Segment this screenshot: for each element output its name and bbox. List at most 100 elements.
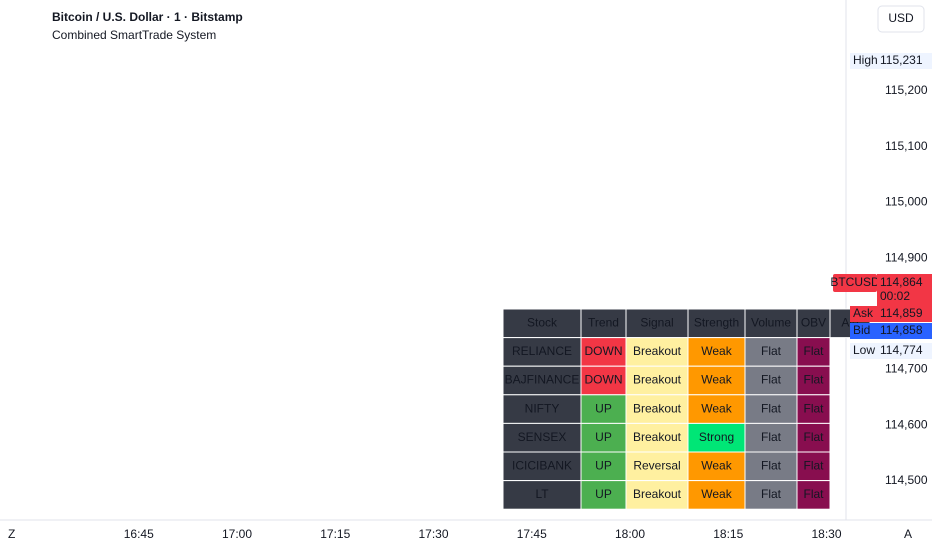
- y-tick-label: 115,000: [885, 195, 928, 209]
- table-cell-text: DOWN: [585, 344, 623, 358]
- table-cell-text: ICICIBANK: [512, 458, 572, 472]
- price-axis: 115,200 115,100 115,000 114,900 114,700 114,6…: [830, 53, 932, 487]
- bid-label-box: [850, 323, 932, 339]
- table-cell: [796, 480, 831, 510]
- low-label-value: 114,774: [880, 343, 923, 357]
- table-cell-text: Flat: [761, 344, 782, 358]
- table-cell: [625, 480, 689, 510]
- table-cell-text: SENSEX: [518, 430, 567, 444]
- bid-label-name: Bid: [853, 323, 870, 337]
- table-cell-text: Flat: [803, 458, 824, 472]
- table-cell: [502, 365, 582, 396]
- y-tick-label: 115,100: [885, 139, 928, 153]
- table-header: Trend: [588, 315, 619, 329]
- table-cell: [580, 480, 627, 510]
- table-cell: [625, 394, 689, 424]
- low-label-name: Low: [853, 343, 875, 357]
- table-cell-text: Flat: [803, 401, 824, 415]
- ask-label-value: 114,859: [880, 306, 923, 320]
- table-header: Strength: [694, 315, 739, 329]
- high-label-box: [850, 53, 932, 69]
- table-cell-text: BAJFINANCE: [505, 373, 580, 387]
- symbol-name: BTCUSD: [830, 275, 880, 289]
- last-price-box: [877, 274, 932, 306]
- table-cell: [744, 365, 798, 396]
- high-label-value: 115,231: [880, 53, 923, 67]
- table-cell-text: Flat: [803, 430, 824, 444]
- x-tick-label: 17:15: [320, 527, 350, 541]
- table-header: Volume: [751, 315, 791, 329]
- x-tick-label: 17:45: [517, 527, 547, 541]
- table-cell-text: Breakout: [633, 373, 682, 387]
- screener-table: Stock Trend Signal Strength Volume OBV AleRELI…: [502, 308, 871, 510]
- table-cell-text: NIFTY: [525, 401, 560, 415]
- table-cell: [796, 394, 831, 424]
- table-cell-text: Flat: [803, 487, 824, 501]
- table-cell: [502, 480, 582, 510]
- chart-title: Bitcoin / U.S. Dollar · 1 · Bitstamp: [52, 10, 243, 24]
- table-cell: [502, 394, 582, 424]
- table-cell-text: Breakout: [633, 401, 682, 415]
- auto-scale-button[interactable]: A: [904, 527, 912, 541]
- table-cell-text: UP: [595, 401, 612, 415]
- table-cell: [580, 365, 627, 396]
- table-cell-text: Weak: [701, 373, 732, 387]
- table-cell-text: Breakout: [633, 344, 682, 358]
- table-cell: [744, 422, 798, 453]
- x-tick-label: 17:30: [418, 527, 448, 541]
- table-header: Stock: [527, 315, 558, 329]
- table-cell: [744, 337, 798, 367]
- y-tick-label: 114,700: [885, 362, 928, 376]
- table-cell-text: Weak: [701, 487, 732, 501]
- table-cell-text: RELIANCE: [512, 344, 572, 358]
- table-cell-text: Breakout: [633, 487, 682, 501]
- table-cell: [744, 480, 798, 510]
- y-tick-label: 114,900: [885, 250, 928, 264]
- table-cell-text: Weak: [701, 344, 732, 358]
- table-cell-text: Weak: [701, 401, 732, 415]
- table-cell-text: LT: [535, 487, 549, 501]
- y-tick-label: 115,200: [885, 83, 928, 97]
- table-cell: [502, 337, 582, 367]
- currency-button[interactable]: [877, 5, 925, 33]
- table-cell: [625, 365, 689, 396]
- table-header-cell: [744, 308, 798, 339]
- high-label-name: High: [853, 53, 878, 67]
- table-cell: [687, 394, 746, 424]
- x-tick-label: 18:30: [811, 527, 841, 541]
- table-header: Signal: [640, 315, 673, 329]
- x-tick-label: 16:45: [124, 527, 154, 541]
- table-cell: [796, 451, 831, 482]
- table-cell: [687, 365, 746, 396]
- table-cell-text: Flat: [761, 458, 782, 472]
- y-tick-label: 114,500: [885, 473, 928, 487]
- table-cell-text: Weak: [701, 458, 732, 472]
- ask-label-name: Ask: [853, 306, 874, 320]
- table-cell: [744, 451, 798, 482]
- table-cell: [625, 337, 689, 367]
- table-cell-text: Flat: [761, 373, 782, 387]
- table-cell-text: UP: [595, 458, 612, 472]
- low-label-box: [850, 343, 932, 359]
- table-cell-text: Flat: [761, 430, 782, 444]
- table-cell-text: UP: [595, 430, 612, 444]
- currency-label: USD: [888, 11, 914, 25]
- timezone-icon[interactable]: Z: [8, 527, 15, 541]
- table-header: OBV: [801, 315, 826, 329]
- table-cell: [625, 422, 689, 453]
- x-tick-label: 18:15: [713, 527, 743, 541]
- x-tick-label: 18:00: [615, 527, 645, 541]
- y-tick-label: 114,600: [885, 417, 928, 431]
- symbol-box: [833, 274, 877, 292]
- table-cell-text: Flat: [803, 373, 824, 387]
- table-header-cell: [625, 308, 689, 339]
- indicator-name: Combined SmartTrade System: [52, 28, 216, 42]
- table-cell: [687, 480, 746, 510]
- table-cell-text: Flat: [803, 344, 824, 358]
- ask-label-box: [850, 306, 932, 322]
- table-header-cell: [502, 308, 582, 339]
- table-cell-text: Flat: [761, 401, 782, 415]
- table-cell-text: Breakout: [633, 430, 682, 444]
- table-cell: [580, 394, 627, 424]
